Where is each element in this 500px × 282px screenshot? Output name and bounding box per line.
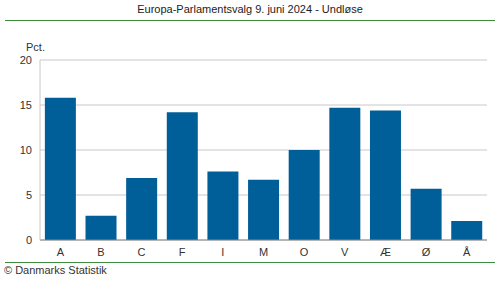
svg-text:20: 20 [20,54,32,66]
svg-text:10: 10 [20,144,32,156]
svg-text:B: B [97,246,104,258]
html-text:© Danmarks Statistik: © Danmarks Statistik [4,264,107,276]
svg-text:C: C [138,246,146,258]
svg-text:5: 5 [26,189,32,201]
svg-text:M: M [259,246,268,258]
svg-text:A: A [57,246,65,258]
svg-text:Å: Å [463,246,471,258]
html-text:Pct.: Pct. [26,41,45,53]
svg-text:O: O [300,246,309,258]
svg-text:F: F [179,246,186,258]
svg-text:Æ: Æ [380,246,391,258]
svg-text:15: 15 [20,99,32,111]
svg-text:V: V [341,246,349,258]
svg-text:0: 0 [26,234,32,246]
svg-text:Ø: Ø [422,246,431,258]
html-text:Europa-Parlamentsvalg 9. juni: Europa-Parlamentsvalg 9. juni 2024 - Und… [137,3,363,15]
svg-text:I: I [221,246,224,258]
